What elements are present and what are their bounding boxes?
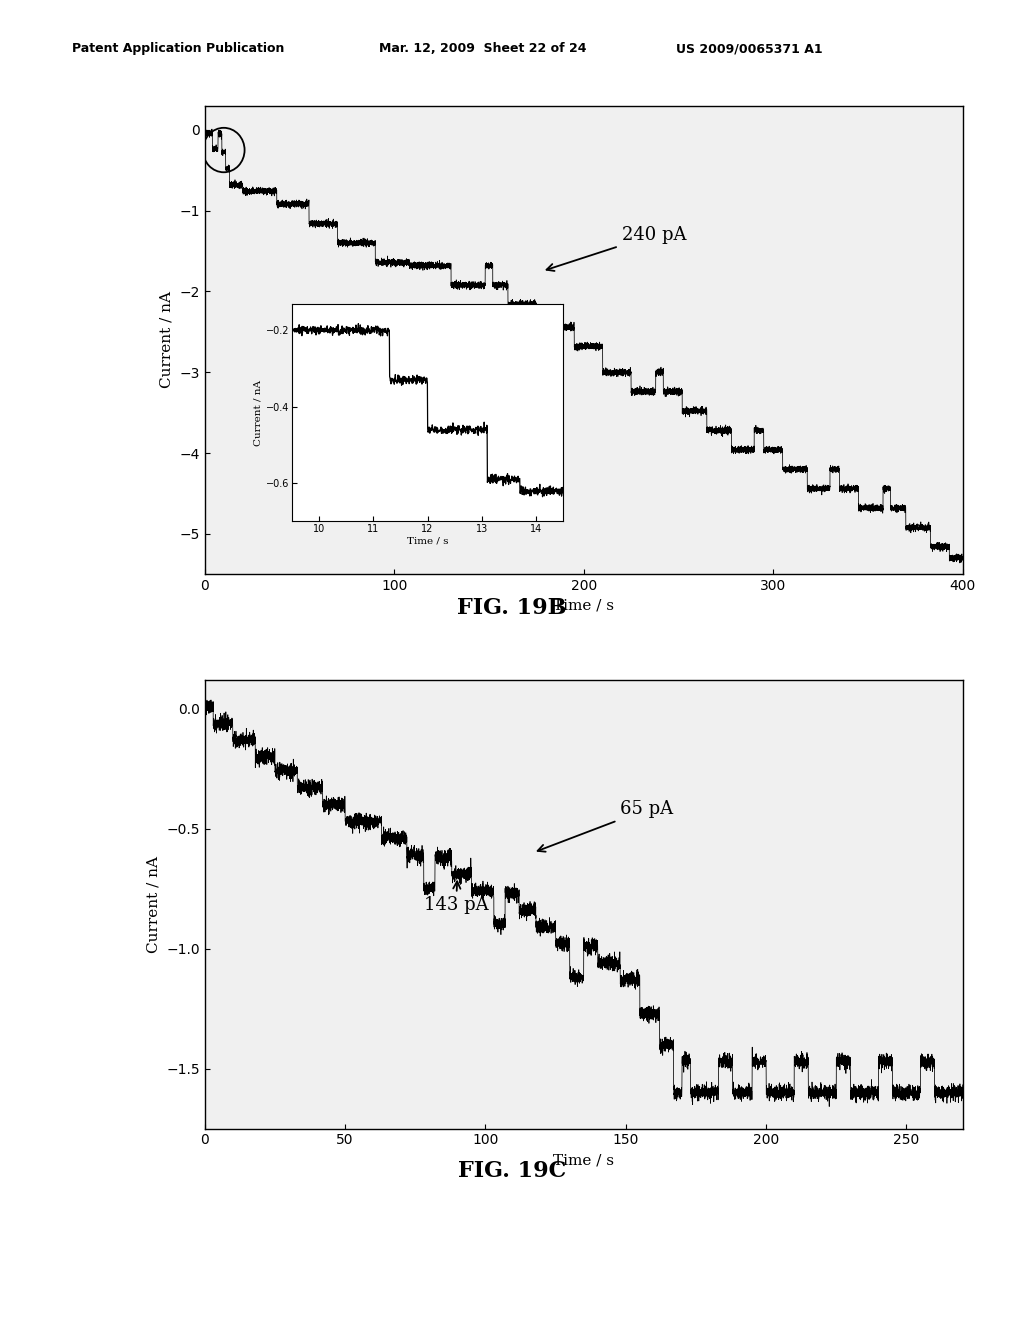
X-axis label: Time / s: Time / s: [553, 1152, 614, 1167]
Text: FIG. 19C: FIG. 19C: [458, 1160, 566, 1183]
Text: US 2009/0065371 A1: US 2009/0065371 A1: [676, 42, 822, 55]
Text: 65 pA: 65 pA: [538, 800, 674, 851]
Y-axis label: Current / nA: Current / nA: [160, 292, 174, 388]
Text: Mar. 12, 2009  Sheet 22 of 24: Mar. 12, 2009 Sheet 22 of 24: [379, 42, 587, 55]
X-axis label: Time / s: Time / s: [553, 598, 614, 612]
Y-axis label: Current / nA: Current / nA: [254, 380, 263, 446]
Text: 143 pA: 143 pA: [424, 882, 488, 915]
Y-axis label: Current / nA: Current / nA: [146, 855, 161, 953]
Text: 240 pA: 240 pA: [547, 226, 686, 271]
Text: FIG. 19B: FIG. 19B: [458, 597, 566, 619]
Text: Patent Application Publication: Patent Application Publication: [72, 42, 284, 55]
X-axis label: Time / s: Time / s: [407, 537, 449, 546]
